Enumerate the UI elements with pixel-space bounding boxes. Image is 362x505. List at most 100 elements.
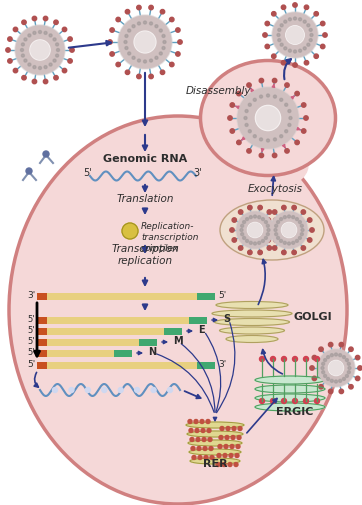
Circle shape	[248, 223, 262, 237]
Circle shape	[54, 20, 58, 24]
Circle shape	[243, 236, 245, 239]
Circle shape	[260, 398, 265, 403]
Circle shape	[222, 463, 226, 467]
Bar	[37, 338, 47, 345]
Circle shape	[308, 238, 312, 242]
Circle shape	[283, 216, 286, 219]
Circle shape	[44, 66, 47, 69]
Circle shape	[56, 54, 59, 57]
Circle shape	[274, 228, 277, 231]
Circle shape	[287, 242, 290, 245]
Circle shape	[260, 357, 265, 362]
Circle shape	[229, 453, 233, 458]
Ellipse shape	[188, 440, 242, 446]
Circle shape	[85, 387, 90, 392]
Circle shape	[261, 218, 264, 221]
Circle shape	[33, 31, 36, 34]
Circle shape	[267, 228, 270, 231]
Text: RER: RER	[203, 459, 227, 469]
Circle shape	[230, 129, 235, 133]
Circle shape	[119, 16, 171, 68]
Circle shape	[274, 238, 278, 242]
Circle shape	[345, 374, 348, 377]
Text: E: E	[198, 325, 205, 335]
Circle shape	[248, 104, 251, 106]
Circle shape	[284, 47, 287, 50]
Circle shape	[237, 140, 241, 144]
Circle shape	[327, 356, 329, 359]
Circle shape	[132, 25, 135, 28]
Circle shape	[285, 148, 289, 153]
Bar	[164, 328, 182, 334]
Circle shape	[301, 228, 304, 231]
Circle shape	[118, 387, 123, 392]
Circle shape	[289, 117, 292, 120]
Circle shape	[260, 95, 262, 98]
Circle shape	[32, 16, 37, 21]
Circle shape	[237, 212, 273, 248]
Bar	[47, 349, 114, 357]
Circle shape	[304, 116, 308, 120]
Circle shape	[43, 79, 48, 84]
Ellipse shape	[187, 431, 243, 437]
Circle shape	[270, 211, 308, 249]
Circle shape	[192, 456, 196, 460]
Circle shape	[273, 95, 277, 98]
Circle shape	[197, 446, 201, 450]
Circle shape	[245, 123, 248, 126]
Circle shape	[334, 353, 337, 356]
Circle shape	[279, 218, 283, 221]
Circle shape	[300, 233, 303, 236]
Circle shape	[299, 18, 302, 21]
Circle shape	[342, 356, 345, 359]
Circle shape	[264, 228, 268, 232]
Circle shape	[159, 52, 162, 55]
Circle shape	[188, 420, 192, 424]
Ellipse shape	[226, 335, 278, 342]
Circle shape	[289, 18, 291, 21]
Circle shape	[303, 20, 306, 23]
Circle shape	[155, 25, 158, 28]
Bar	[47, 317, 189, 324]
Ellipse shape	[255, 394, 325, 402]
Circle shape	[272, 153, 277, 158]
Text: ERGIC: ERGIC	[276, 407, 314, 417]
Circle shape	[272, 78, 277, 83]
Circle shape	[69, 387, 74, 392]
Circle shape	[302, 103, 306, 107]
Circle shape	[243, 221, 245, 224]
Circle shape	[13, 68, 18, 73]
Circle shape	[223, 453, 227, 458]
Text: S: S	[223, 314, 230, 324]
Circle shape	[298, 221, 302, 224]
Circle shape	[49, 63, 52, 66]
Circle shape	[358, 366, 362, 370]
Circle shape	[258, 241, 261, 244]
Circle shape	[270, 398, 275, 403]
Circle shape	[176, 52, 180, 56]
Circle shape	[137, 74, 141, 79]
Circle shape	[234, 463, 238, 467]
Circle shape	[241, 224, 244, 227]
Circle shape	[286, 26, 304, 44]
Bar	[197, 292, 215, 299]
Circle shape	[220, 427, 224, 430]
Circle shape	[274, 218, 278, 222]
Circle shape	[272, 12, 318, 58]
Circle shape	[281, 222, 296, 237]
Bar	[47, 362, 197, 369]
Circle shape	[253, 98, 256, 102]
Circle shape	[138, 22, 140, 25]
Circle shape	[299, 49, 302, 52]
Circle shape	[257, 107, 279, 129]
Circle shape	[143, 60, 147, 63]
Circle shape	[170, 62, 174, 67]
Circle shape	[273, 246, 277, 250]
Circle shape	[272, 54, 276, 59]
Circle shape	[43, 151, 49, 157]
Circle shape	[259, 153, 264, 158]
Text: N: N	[148, 347, 156, 357]
Circle shape	[160, 70, 165, 75]
Text: Exocytosis: Exocytosis	[248, 184, 303, 194]
Bar	[37, 362, 47, 369]
